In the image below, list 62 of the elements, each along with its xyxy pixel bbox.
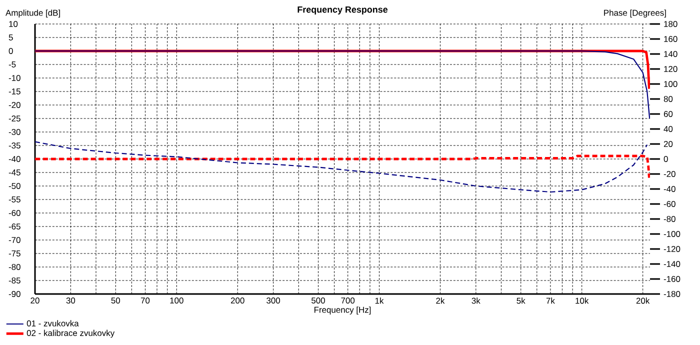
x-tick-label: 700 (341, 298, 355, 304)
y2-axis-title: Phase [Degrees] (604, 10, 666, 18)
x-tick-label: 7k (546, 298, 555, 304)
x-tick-label: 300 (266, 298, 280, 304)
x-tick-label: 200 (230, 298, 244, 304)
y2-tick-label: -180 (664, 291, 680, 297)
y-tick-label: -45 (8, 170, 20, 176)
y-tick-label: -80 (8, 264, 20, 270)
legend-label: 02 - kalibrace zvukovky (26, 330, 115, 338)
y2-tick-label: 20 (664, 141, 673, 147)
x-tick-label: 20 (30, 298, 40, 304)
y-tick-label: -40 (8, 156, 20, 162)
y-tick-label: -90 (8, 291, 20, 297)
y2-tick-label: -40 (664, 186, 676, 192)
y2-tick-label: -140 (664, 261, 680, 267)
y-tick-label: -70 (8, 237, 20, 243)
y2-tick-label: 100 (664, 81, 678, 87)
x-tick-label: 500 (312, 298, 325, 304)
y-tick-label: -20 (8, 102, 20, 108)
y2-tick-label: 160 (664, 36, 678, 42)
y-tick-label: -15 (8, 88, 20, 94)
x-tick-label: 10k (576, 298, 589, 304)
y2-tick-label: 80 (664, 96, 673, 102)
y-tick-label: -35 (8, 142, 20, 148)
y-tick-label: -65 (8, 224, 20, 230)
x-tick-label: 70 (140, 298, 150, 304)
y-tick-label: 5 (8, 34, 13, 40)
x-tick-label: 5k (516, 298, 526, 304)
x-axis-title: Frequency [Hz] (314, 306, 371, 314)
x-tick-label: 1k (375, 298, 384, 304)
y-tick-label: -5 (8, 62, 16, 68)
y-tick-label: -60 (8, 210, 20, 216)
x-tick-label: 50 (111, 298, 120, 304)
x-tick-label: 20k (636, 298, 650, 304)
y2-tick-label: -160 (664, 276, 680, 282)
y2-tick-label: -20 (664, 171, 676, 177)
y2-tick-label: 60 (664, 111, 673, 117)
y-tick-label: -25 (8, 116, 20, 122)
y2-tick-label: 140 (664, 51, 678, 57)
x-tick-label: 30 (66, 298, 76, 304)
y2-tick-label: -60 (664, 201, 676, 207)
x-tick-label: 100 (170, 298, 184, 304)
y2-tick-label: 180 (664, 21, 678, 27)
y-axis-title: Amplitude [dB] (6, 10, 60, 18)
y2-tick-label: -120 (664, 246, 680, 252)
legend-label: 01 - zvukovka (26, 320, 79, 326)
y-tick-label: -75 (8, 250, 20, 256)
y-tick-label: -30 (8, 129, 20, 135)
y2-tick-label: 120 (664, 66, 678, 72)
x-tick-label: 3k (472, 298, 480, 304)
x-tick-label: 2k (436, 298, 445, 304)
y2-tick-label: 40 (664, 126, 673, 132)
y2-tick-label: -80 (664, 216, 676, 222)
y-tick-label: -55 (8, 196, 20, 202)
y-tick-label: -10 (8, 75, 20, 81)
y2-tick-label: -100 (664, 231, 680, 237)
y-tick-label: -85 (8, 278, 20, 284)
y-tick-label: 0 (8, 48, 13, 54)
y-tick-label: -50 (8, 183, 20, 189)
y2-tick-label: 0 (664, 156, 668, 162)
y-tick-label: 10 (9, 21, 18, 27)
chart-title: Frequency Response (298, 6, 388, 14)
